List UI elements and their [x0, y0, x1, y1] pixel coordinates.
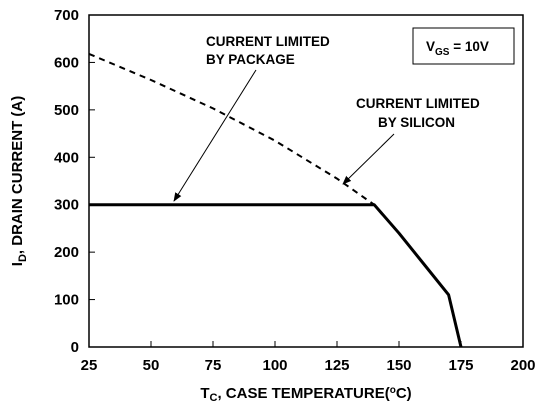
y-tick-label: 100 [54, 292, 79, 309]
annotation-package-line1: CURRENT LIMITED [206, 34, 330, 49]
x-axis-label: TC, CASE TEMPERATURE(oC) [200, 385, 411, 404]
series-layer [88, 52, 463, 348]
x-axis-ticks: 25 50 75 100 125 150 175 200 [81, 341, 536, 374]
x-tick-label: 25 [81, 357, 98, 374]
x-tick-label: 150 [386, 357, 411, 374]
x-axis-label-main: T [200, 385, 209, 402]
legend-main: V [426, 39, 435, 54]
annotation-package-arrow [173, 69, 257, 202]
y-tick-label: 200 [54, 244, 79, 261]
y-tick-label: 500 [54, 102, 79, 119]
annotation-silicon-bg [350, 90, 516, 134]
y-axis-label-main: I [9, 262, 26, 266]
y-axis-label-sub: D [17, 254, 29, 262]
y-tick-label: 600 [54, 54, 79, 71]
plot-frame [88, 14, 524, 348]
annotation-silicon-arrow [342, 133, 395, 185]
x-tick-label: 100 [262, 357, 287, 374]
x-tick-label: 200 [510, 357, 535, 374]
x-axis-label-sub: C [210, 392, 218, 404]
x-tick-label: 50 [143, 357, 160, 374]
series-package-limit-line [89, 203, 463, 348]
y-tick-label: 300 [54, 197, 79, 214]
x-axis-label-end: C) [396, 385, 412, 402]
y-axis-label: ID, DRAIN CURRENT (A) [9, 96, 29, 266]
series-silicon-limit-line [88, 52, 375, 206]
y-tick-label: 400 [54, 149, 79, 166]
legend-box [412, 27, 515, 65]
y-axis-ticks: 0 100 200 300 400 500 600 700 [54, 7, 95, 356]
y-tick-label: 700 [54, 7, 79, 24]
legend-text: VGS = 10V [426, 39, 489, 58]
x-axis-label-rest: , CASE TEMPERATURE( [217, 385, 389, 402]
x-tick-label: 125 [324, 357, 349, 374]
annotation-package-bg [200, 30, 360, 70]
x-tick-label: 175 [448, 357, 473, 374]
annotation-silicon-line2: BY SILICON [378, 115, 455, 130]
y-axis-label-rest: , DRAIN CURRENT (A) [9, 96, 26, 254]
annotation-silicon-line1: CURRENT LIMITED [356, 96, 480, 111]
x-tick-label: 75 [205, 357, 222, 374]
x-axis-label-sup: o [390, 385, 396, 396]
legend-sub: GS [435, 47, 450, 58]
y-tick-label: 0 [71, 339, 79, 356]
annotation-package-line2: BY PACKAGE [206, 52, 295, 67]
legend-rest: = 10V [449, 39, 488, 54]
